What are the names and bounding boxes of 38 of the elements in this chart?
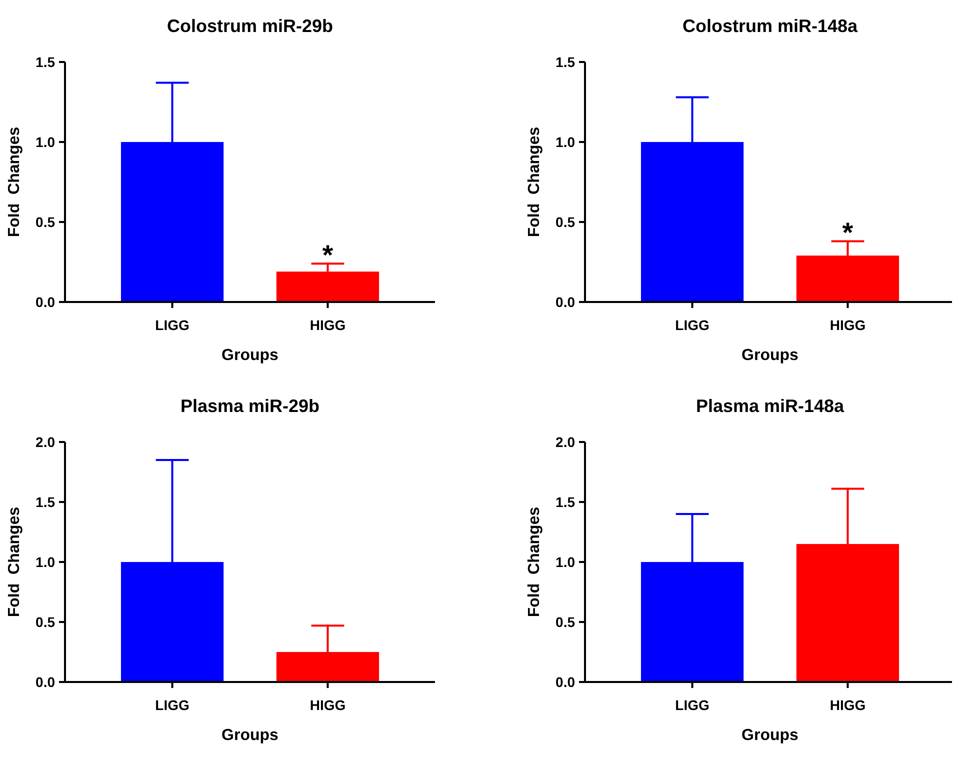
y-axis-title: Fold Changes [526, 126, 543, 238]
chart-title: Plasma miR-29b [180, 396, 320, 416]
y-tick-label: 0.0 [556, 674, 576, 690]
y-tick-label: 1.5 [556, 54, 576, 70]
annotation: * [842, 217, 854, 248]
y-tick-label: 0.0 [36, 294, 56, 310]
chart-title: Plasma miR-148a [696, 396, 846, 416]
y-tick-label: 1.0 [36, 554, 56, 570]
x-axis-title: Groups [222, 347, 279, 364]
x-tick-label: LIGG [155, 697, 190, 713]
x-tick-label: HIGG [830, 697, 866, 713]
x-tick-label: LIGG [675, 697, 710, 713]
y-tick-label: 1.0 [556, 554, 576, 570]
y-tick-label: 1.5 [36, 494, 56, 510]
chart-title: Colostrum miR-29b [166, 16, 334, 36]
x-axis-title: Groups [742, 347, 799, 364]
y-tick-label: 0.5 [36, 214, 56, 230]
x-axis-title: Groups [742, 727, 799, 744]
y-tick-label: 0.5 [556, 614, 576, 630]
y-tick-label: 1.5 [36, 54, 56, 70]
chart-title: Colostrum miR-148a [682, 16, 859, 36]
y-tick-label: 2.0 [36, 434, 56, 450]
y-tick-label: 2.0 [556, 434, 576, 450]
annotation: * [322, 240, 334, 271]
x-tick-label: LIGG [155, 317, 190, 333]
y-tick-label: 0.5 [36, 614, 56, 630]
x-tick-label: HIGG [310, 317, 346, 333]
x-axis-title: Groups [222, 727, 279, 744]
y-tick-label: 0.5 [556, 214, 576, 230]
x-tick-label: HIGG [310, 697, 346, 713]
x-tick-label: LIGG [675, 317, 710, 333]
y-tick-label: 0.0 [36, 674, 56, 690]
x-tick-label: HIGG [830, 317, 866, 333]
y-axis-title: Fold Changes [526, 506, 543, 618]
y-tick-label: 1.0 [36, 134, 56, 150]
y-tick-label: 1.0 [556, 134, 576, 150]
y-tick-label: 1.5 [556, 494, 576, 510]
y-tick-label: 0.0 [556, 294, 576, 310]
